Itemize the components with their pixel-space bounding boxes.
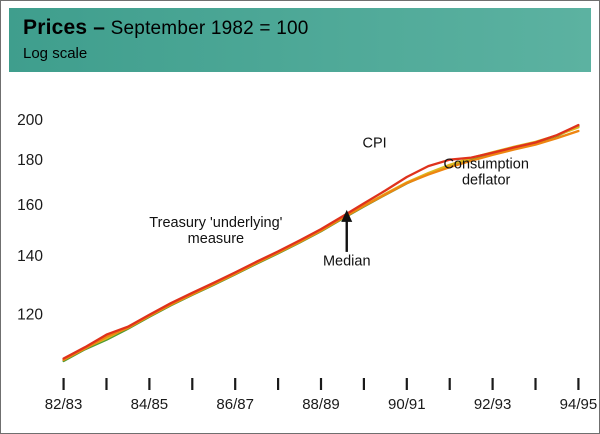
- y-tick-label: 120: [17, 307, 43, 324]
- cpi-label: CPI: [363, 136, 387, 152]
- treasury-label: Treasury 'underlying': [149, 215, 282, 231]
- x-tick-label: 94/95: [560, 396, 598, 413]
- y-tick-label: 140: [17, 248, 43, 265]
- x-tick-label: 84/85: [131, 396, 169, 413]
- title-banner: Prices – September 1982 = 100 Log scale: [9, 8, 591, 72]
- y-tick-label: 200: [17, 112, 43, 129]
- x-tick-label: 86/87: [216, 396, 254, 413]
- median-label: Median: [323, 254, 371, 270]
- median-arrow-head: [341, 209, 353, 222]
- x-tick-label: 92/93: [474, 396, 512, 413]
- chart-title-main: Prices –: [23, 16, 106, 39]
- x-tick-label: 88/89: [302, 396, 340, 413]
- treasury-label: measure: [188, 231, 244, 247]
- y-tick-label: 180: [17, 152, 43, 169]
- consumption-deflator-label: Consumption: [443, 157, 528, 173]
- consumption-deflator-label: deflator: [462, 173, 511, 189]
- chart-title: Prices – September 1982 = 100: [23, 16, 577, 41]
- chart-title-basis: September 1982 = 100: [110, 18, 309, 39]
- x-tick-label: 90/91: [388, 396, 426, 413]
- line-chart: 120 140 160 180 200 82/83 84/85 86/87 88/89 90/91…: [17, 112, 598, 413]
- series-line-cpi: [62, 123, 580, 360]
- chart-subtitle: Log scale: [23, 45, 88, 62]
- y-tick-label: 160: [17, 197, 43, 214]
- x-tick-label: 82/83: [45, 396, 83, 413]
